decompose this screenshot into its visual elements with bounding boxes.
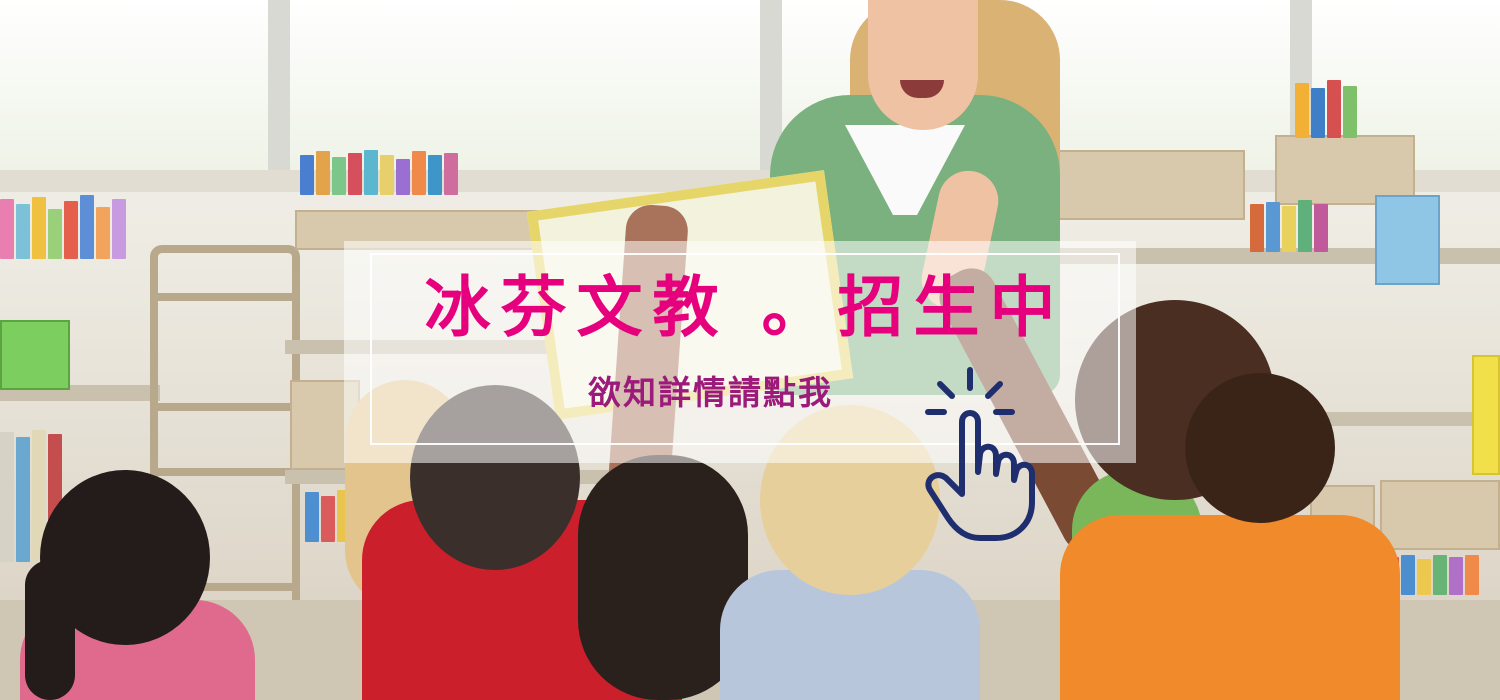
storage-bin [1380, 480, 1500, 550]
green-bin [0, 320, 70, 390]
bookshelf-books [0, 430, 62, 562]
teacher-mouth [900, 80, 944, 98]
teacher-face [868, 0, 978, 130]
storage-bin [1375, 195, 1440, 285]
shelf [1320, 412, 1500, 426]
bookshelf-books [300, 150, 458, 195]
yellow-sign [1472, 355, 1500, 475]
cta-panel-frame [370, 253, 1120, 445]
cta-subline[interactable]: 欲知詳情請點我 [588, 373, 833, 412]
window-frame [268, 0, 290, 185]
bookshelf-books [1250, 200, 1328, 252]
window [0, 0, 270, 175]
bookshelf-books [1295, 80, 1357, 138]
bookshelf-books [0, 195, 126, 259]
headline: 冰芬文教 。招生中 [424, 269, 1066, 346]
window [290, 0, 760, 175]
storage-bin [1045, 150, 1245, 220]
window-frame [760, 0, 782, 185]
cta-panel[interactable] [344, 241, 1136, 463]
hand-pointer-click-icon[interactable] [922, 362, 1062, 542]
